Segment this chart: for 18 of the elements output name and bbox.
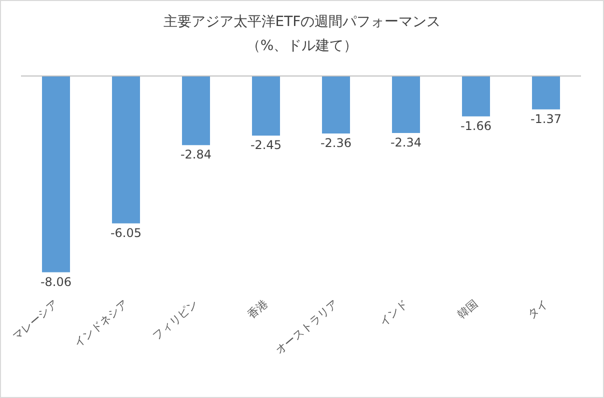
chart-title: 主要アジア太平洋ETFの週間パフォーマンス [162, 13, 442, 31]
x-tick-label: マレーシア [10, 297, 60, 343]
data-label: -8.06 [40, 274, 72, 289]
chart-subtitle: （%、ドル建て） [245, 37, 359, 55]
x-tick-label: 韓国 [455, 297, 480, 322]
x-tick-label: 香港 [245, 297, 270, 322]
data-label: -2.45 [250, 138, 282, 152]
data-label: -2.34 [390, 136, 422, 150]
x-tick-label: インド [376, 297, 410, 329]
x-tick-label: タイ [525, 297, 550, 322]
data-label: -2.84 [180, 148, 212, 162]
data-label: -1.37 [530, 112, 562, 126]
data-label: -1.66 [460, 118, 492, 133]
x-tick-label: フィリピン [150, 297, 200, 343]
x-tick-label: インドネシア [72, 297, 130, 350]
data-label: -6.05 [110, 226, 142, 240]
x-tick-label: オーストラリア [273, 297, 340, 357]
data-label: -2.36 [320, 136, 352, 150]
